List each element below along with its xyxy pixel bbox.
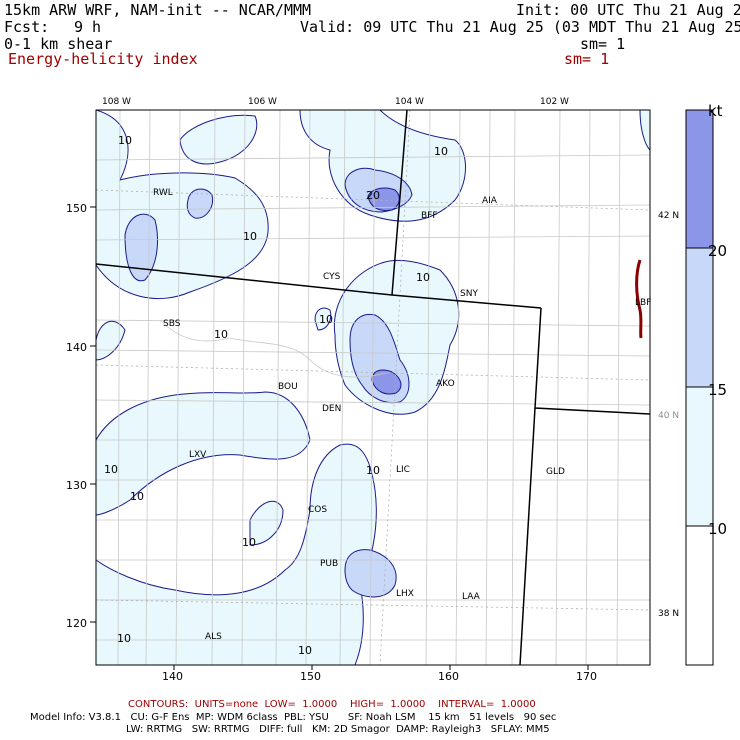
colorbar-0-swatch (686, 526, 713, 665)
x-tick: 150 (300, 670, 321, 683)
lon-label: 106 W (248, 97, 277, 107)
lat-label: 42 N (658, 211, 679, 221)
init-time: Init: 00 UTC Thu 21 Aug 25 (516, 1, 740, 19)
lat-label: 38 N (658, 609, 679, 619)
model-title: 15km ARW WRF, NAM-init -- NCAR/MMM (4, 1, 312, 19)
ehi-smoothing: sm= 1 (564, 50, 610, 68)
contour-label: 10 (242, 536, 256, 549)
shear-smoothing: sm= 1 (580, 35, 626, 53)
colorbar: kt 20 15 10 (685, 102, 727, 666)
contour-label: 10 (319, 313, 333, 326)
station-cos: COS (308, 505, 327, 515)
station-sny: SNY (460, 289, 478, 299)
contours-info: CONTOURS: UNITS=none LOW= 1.0000 HIGH= 1… (128, 699, 536, 710)
county-grid (96, 110, 650, 665)
station-labels: RWL CYS BFF AIA SNY SBS BOU AKO DEN LXV … (153, 188, 651, 642)
x-tick: 160 (438, 670, 459, 683)
y-tick: 120 (66, 617, 87, 630)
station-lxv: LXV (189, 450, 207, 460)
ehi-contour (635, 259, 643, 339)
model-info-line2: LW: RRTMG SW: RRTMG DIFF: full KM: 2D Sm… (126, 724, 550, 735)
longitude-labels: 108 W 106 W 104 W 102 W (102, 97, 569, 107)
colorbar-level: 10 (708, 520, 727, 538)
station-pub: PUB (320, 559, 338, 569)
contour-label: 10 (118, 134, 132, 147)
lat-label: 40 N (658, 411, 679, 421)
colorbar-15-swatch (686, 248, 713, 387)
colorbar-20-swatch (686, 110, 713, 248)
colorbar-level: 15 (708, 381, 727, 399)
station-lic: LIC (396, 465, 410, 475)
state-borders (96, 110, 650, 665)
field-shear-label: 0-1 km shear (4, 35, 113, 53)
station-gld: GLD (546, 467, 565, 477)
station-lbf: LBF (635, 298, 651, 308)
station-als: ALS (205, 632, 222, 642)
contour-label: 10 (243, 230, 257, 243)
latitude-labels: 42 N 40 N 38 N (658, 211, 679, 619)
colorbar-level: 20 (708, 242, 727, 260)
axis-ticks (90, 206, 589, 670)
contour-label: 10 (130, 490, 144, 503)
station-bou: BOU (278, 382, 298, 392)
y-tick: 150 (66, 202, 87, 215)
station-den: DEN (322, 404, 341, 414)
contour-label: 10 (434, 145, 448, 158)
station-lhx: LHX (396, 589, 414, 599)
forecast-hour: 9 h (74, 18, 102, 36)
station-sbs: SBS (163, 319, 181, 329)
shear-20kt-regions (367, 187, 402, 395)
lon-label: 108 W (102, 97, 131, 107)
valid-time: Valid: 09 UTC Thu 21 Aug 25 (03 MDT Thu … (300, 18, 740, 36)
lon-label: 102 W (540, 97, 569, 107)
contour-label: 10 (416, 271, 430, 284)
x-tick: 140 (162, 670, 183, 683)
station-aia: AIA (482, 196, 498, 206)
station-rwl: RWL (153, 188, 173, 198)
contour-label: 10 (104, 463, 118, 476)
y-tick: 140 (66, 341, 87, 354)
model-info-line1: Model Info: V3.8.1 CU: G-F Ens MP: WDM 6… (30, 712, 557, 723)
contour-label: 10 (117, 632, 131, 645)
forecast-label: Fcst: (4, 18, 50, 36)
colorbar-10-swatch (686, 387, 713, 526)
graticule (96, 110, 650, 665)
station-bff: BFF (421, 211, 438, 221)
lon-label: 104 W (395, 97, 424, 107)
axis-labels: 150 140 130 120 140 150 160 170 (66, 202, 597, 683)
x-tick: 170 (576, 670, 597, 683)
station-ako: AKO (436, 379, 455, 389)
contour-label: 20 (366, 189, 380, 202)
field-ehi-label: Energy-helicity index (8, 50, 198, 68)
y-tick: 130 (66, 479, 87, 492)
station-cys: CYS (323, 272, 341, 282)
colorbar-unit: kt (708, 102, 723, 120)
contour-label: 10 (366, 464, 380, 477)
contour-labels: 10 20 10 10 10 10 10 10 10 10 10 10 10 (104, 134, 448, 657)
map-frame (95, 109, 651, 666)
contour-label: 10 (298, 644, 312, 657)
station-laa: LAA (462, 592, 481, 602)
contour-label: 10 (214, 328, 228, 341)
